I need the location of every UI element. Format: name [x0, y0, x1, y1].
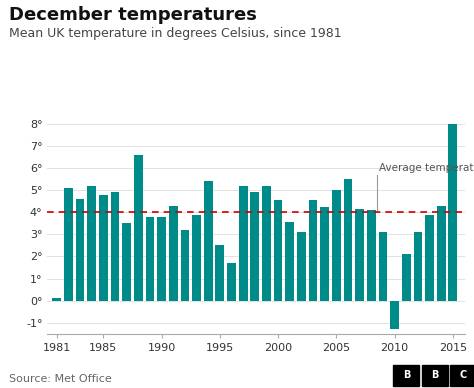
Bar [76, 199, 84, 301]
Bar [204, 182, 212, 301]
Text: C: C [460, 371, 467, 380]
Text: B: B [403, 371, 410, 380]
Bar [367, 210, 376, 301]
Bar [262, 186, 271, 301]
Bar [134, 155, 143, 301]
Bar [122, 223, 131, 301]
Bar [110, 192, 119, 301]
Bar [146, 217, 155, 301]
Bar [344, 179, 352, 301]
Bar [413, 232, 422, 301]
Bar [285, 222, 294, 301]
Bar [227, 263, 236, 301]
Bar [448, 124, 457, 301]
Bar [390, 301, 399, 329]
Bar [309, 200, 318, 301]
Text: December temperatures: December temperatures [9, 6, 257, 24]
Bar [52, 298, 61, 301]
Bar [192, 215, 201, 301]
Bar [297, 232, 306, 301]
Bar [216, 246, 224, 301]
Bar [437, 206, 446, 301]
Bar [169, 206, 178, 301]
Bar [356, 209, 364, 301]
Bar [332, 190, 341, 301]
Bar [64, 188, 73, 301]
Text: B: B [431, 371, 438, 380]
Bar [379, 232, 387, 301]
Bar [87, 186, 96, 301]
Bar [181, 230, 189, 301]
Text: Average temperature: Average temperature [380, 163, 474, 173]
Bar [99, 195, 108, 301]
Bar [250, 192, 259, 301]
Text: Mean UK temperature in degrees Celsius, since 1981: Mean UK temperature in degrees Celsius, … [9, 27, 342, 40]
Bar [425, 215, 434, 301]
Bar [157, 217, 166, 301]
Bar [402, 254, 410, 301]
Text: Source: Met Office: Source: Met Office [9, 374, 112, 384]
Bar [273, 200, 283, 301]
Bar [239, 186, 247, 301]
Bar [320, 207, 329, 301]
